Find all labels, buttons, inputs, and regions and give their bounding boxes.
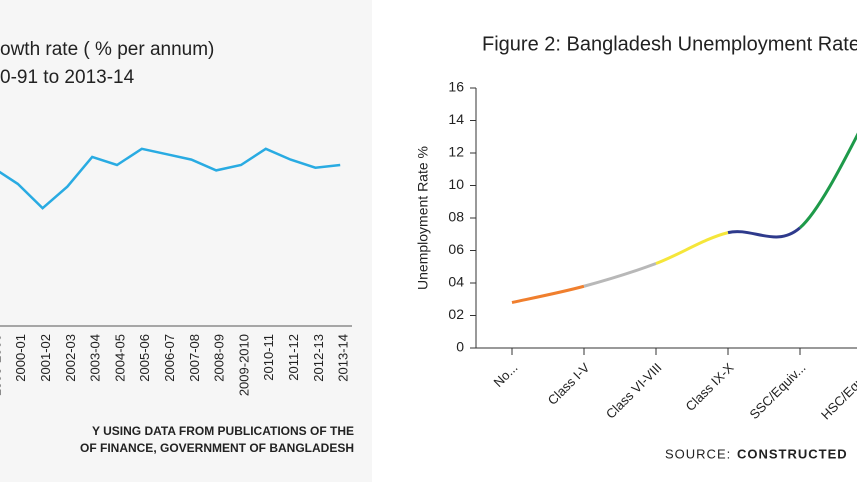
x-tick-label: Class I-V	[545, 360, 593, 408]
source: Y USING DATA FROM PUBLICATIONS OF THE	[92, 424, 354, 438]
y-tick-label: 12	[448, 144, 464, 160]
x-tick-label: 2002-03	[63, 334, 78, 382]
x-tick-label: 2004-05	[112, 334, 127, 382]
x-tick-label: Class VI-VIII	[603, 360, 665, 422]
y-tick-label: 0	[456, 339, 464, 355]
chart-title: Figure 2: Bangladesh Unemployment Rate b	[482, 33, 857, 55]
line-segment	[798, 132, 857, 229]
x-tick-label: 2007-08	[187, 334, 202, 382]
source-label: SOURCE:	[665, 446, 731, 461]
y-tick-label: 02	[448, 306, 464, 322]
line-segment	[511, 284, 585, 304]
source: CONSTRUCTED	[737, 446, 848, 461]
x-tick-label: 2010-11	[261, 334, 276, 381]
y-tick-label: 14	[448, 111, 464, 127]
y-tick-label: 10	[448, 176, 464, 192]
x-tick-label: 2011-12	[286, 334, 301, 381]
x-tick-label: No...	[491, 360, 521, 390]
line-segment	[583, 262, 657, 288]
y-tick-label: 16	[448, 79, 464, 95]
chart-subtitle: 0-91 to 2013-14	[0, 67, 135, 88]
x-tick-label: 1999-2000	[0, 334, 3, 396]
x-tick-label: 2012-13	[311, 334, 326, 382]
chart-title: owth rate ( % per annum)	[0, 39, 214, 60]
y-tick-label: 06	[448, 241, 464, 257]
x-tick-label: 2005-06	[137, 334, 152, 382]
y-tick-label: 08	[448, 209, 464, 225]
x-tick-label: 2013-14	[336, 334, 351, 382]
x-tick-label: HSC/Equiv...	[818, 360, 857, 423]
line-segment	[655, 231, 729, 265]
x-tick-label: SSC/Equiv...	[747, 360, 809, 422]
x-tick-label: Class IX-X	[683, 360, 737, 414]
x-tick-label: 2000-01	[13, 334, 28, 382]
y-axis-label: Unemployment Rate %	[415, 146, 431, 290]
line-segment	[727, 226, 801, 239]
source: OF FINANCE, GOVERNMENT OF BANGLADESH	[80, 441, 354, 455]
x-tick-label: 2009-2010	[236, 334, 251, 396]
y-tick-label: 04	[448, 274, 464, 290]
x-tick-label: 2003-04	[88, 334, 103, 382]
x-tick-label: 2006-07	[162, 334, 177, 382]
x-tick-label: 2008-09	[212, 334, 227, 382]
left-panel	[0, 0, 372, 482]
line	[0, 147, 341, 210]
x-tick-label: 2001-02	[38, 334, 53, 382]
